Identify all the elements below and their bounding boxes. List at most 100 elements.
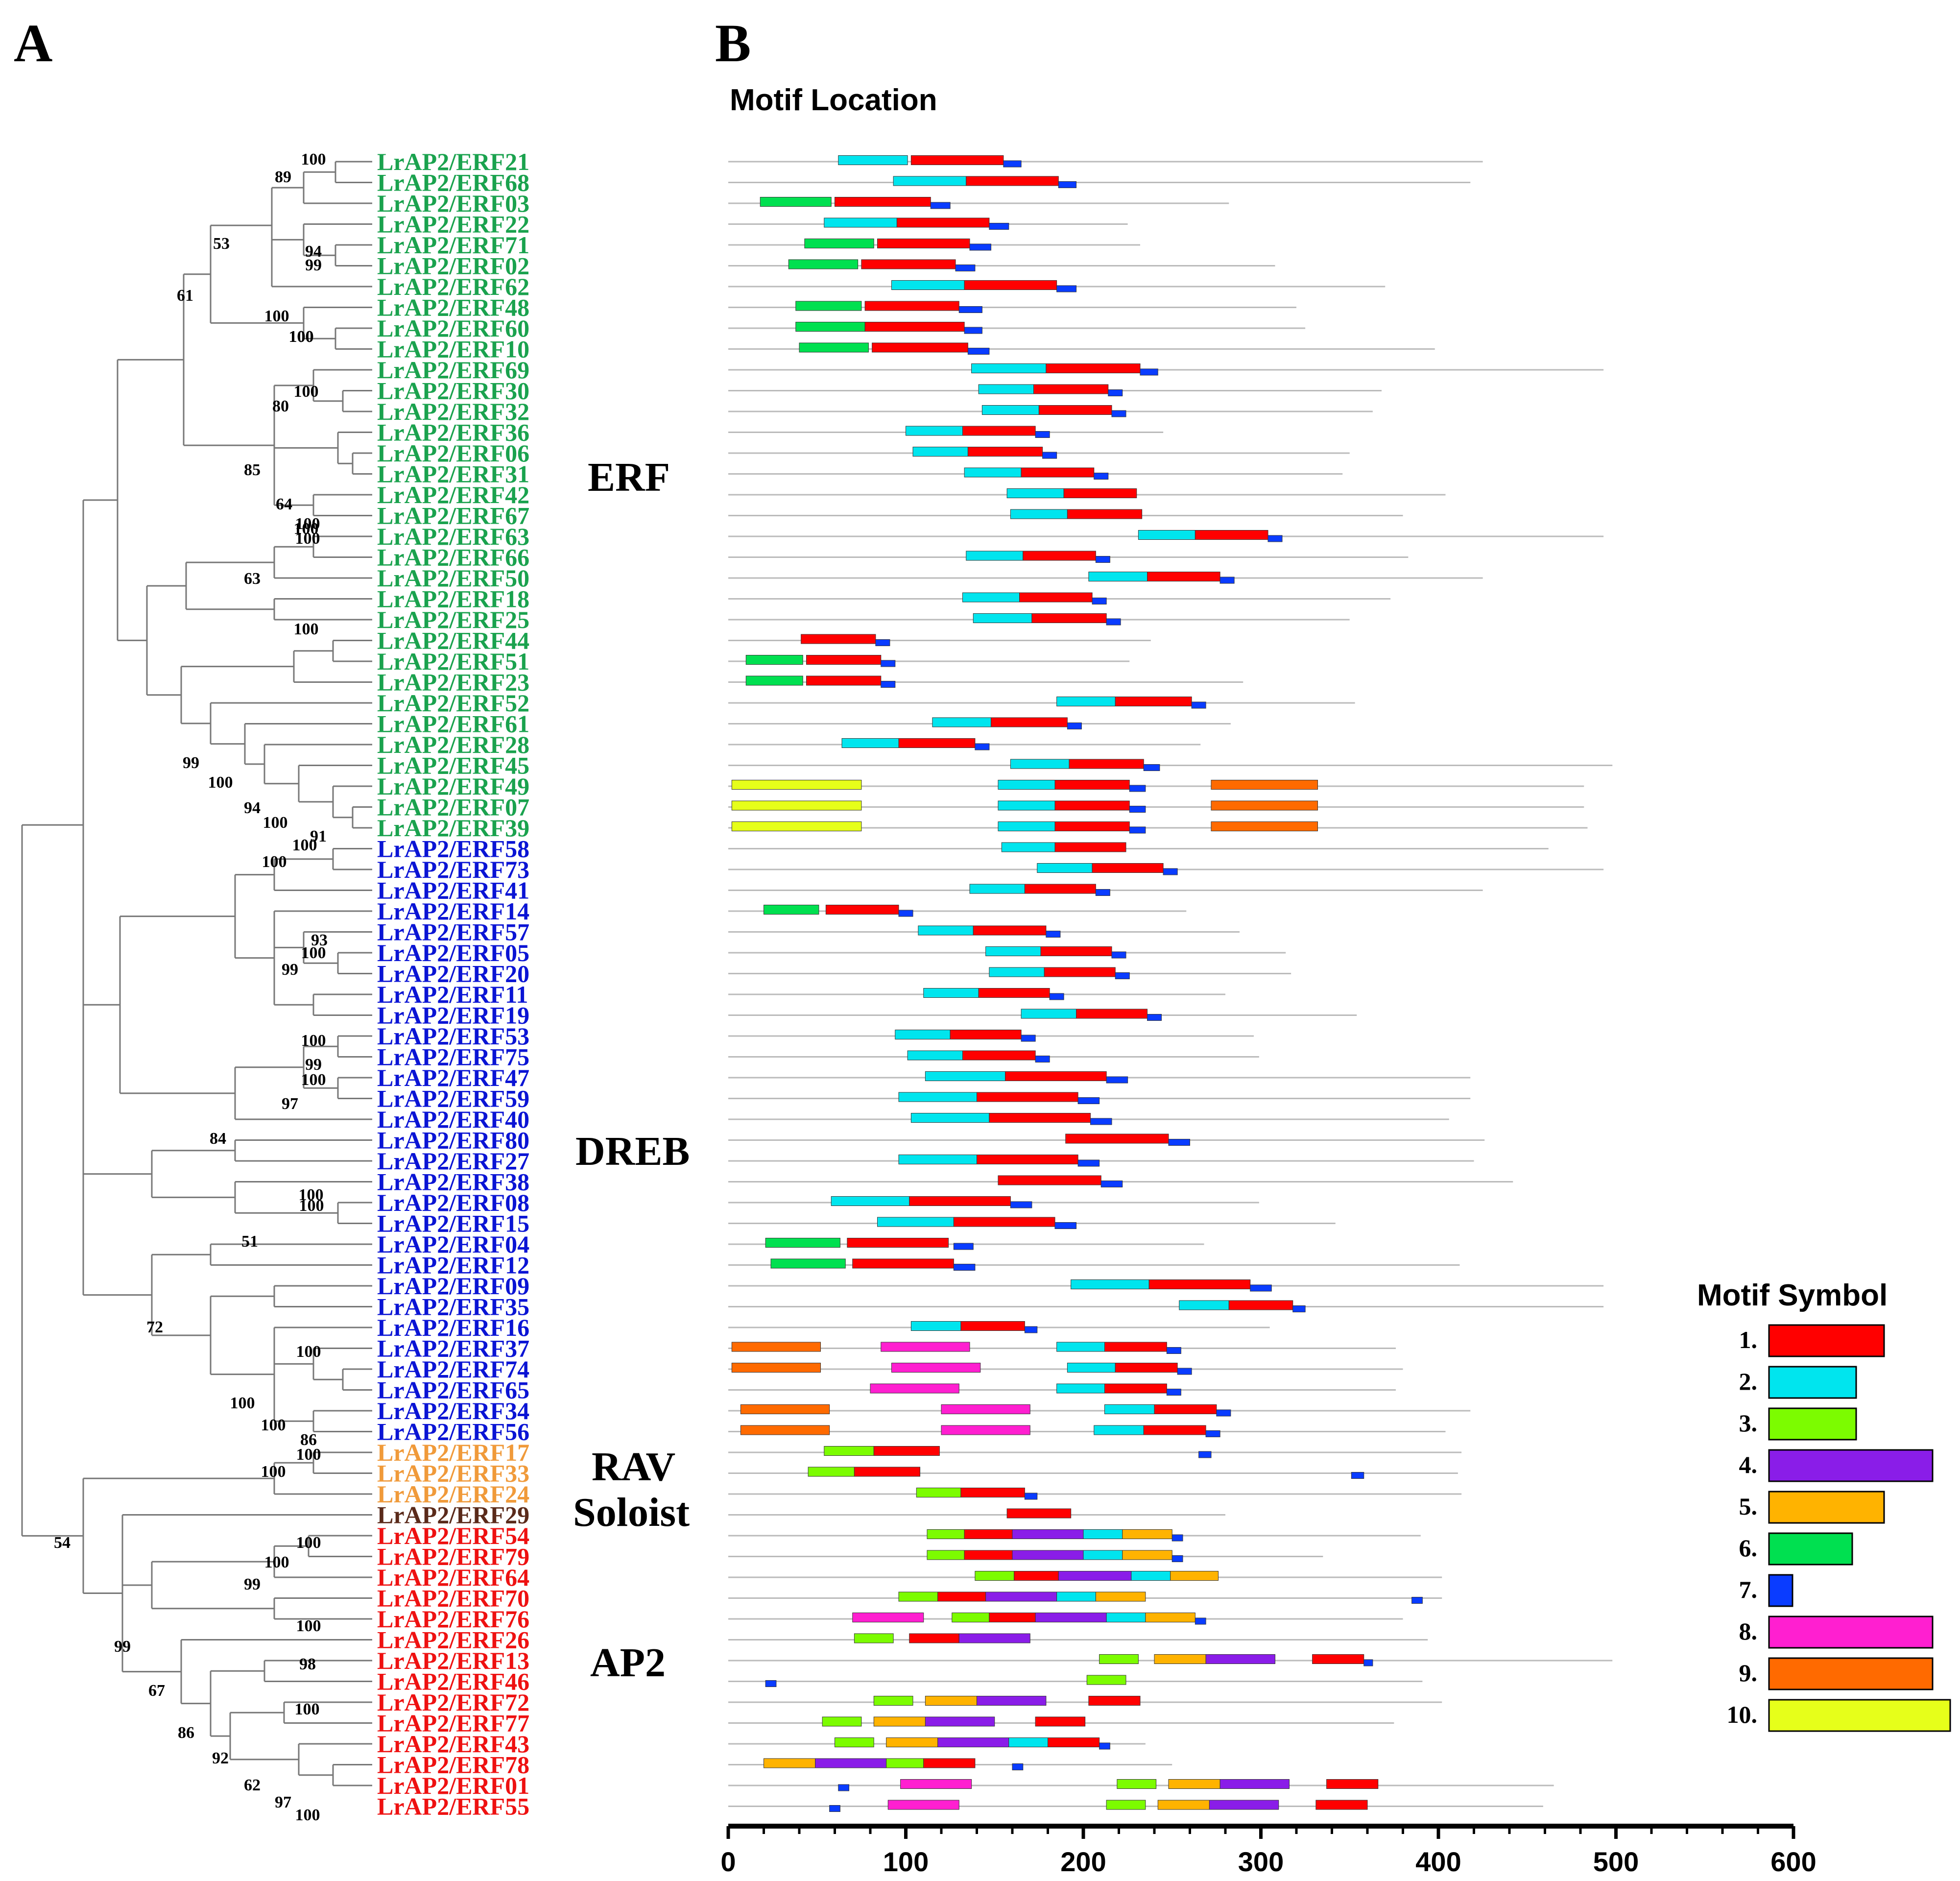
motif-1-box (964, 1529, 1013, 1539)
motif-4-box (1058, 1571, 1132, 1581)
bootstrap-value: 53 (213, 235, 230, 253)
axis-tick-label: 400 (1415, 1846, 1461, 1877)
motif-legend: 1. 2. 3. 4. 5. 6. 7. 8. 9. 10. (1727, 1324, 1951, 1732)
legend-number: 5. (1739, 1493, 1758, 1520)
motif-4-box (937, 1737, 1009, 1747)
bootstrap-value: 85 (244, 461, 261, 479)
protein-label: LrAP2/ERF39 (377, 814, 529, 842)
protein-label: LrAP2/ERF25 (377, 606, 529, 633)
bootstrap-value: 100 (263, 814, 288, 832)
motif-1-box (1063, 488, 1137, 498)
protein-label: LrAP2/ERF35 (377, 1293, 529, 1321)
motif-6-box (799, 342, 869, 353)
protein-label: LrAP2/ERF05 (377, 939, 529, 966)
motif-5-box (1168, 1779, 1220, 1789)
motif-7-box (1198, 1451, 1212, 1458)
motif-7-box (1046, 931, 1061, 938)
protein-label: LrAP2/ERF67 (377, 502, 529, 530)
motif-8-box (881, 1342, 970, 1352)
motif-7-box (1090, 1118, 1112, 1125)
protein-label: LrAP2/ERF30 (377, 377, 529, 405)
bootstrap-value: 64 (276, 495, 292, 513)
motif-1-box (1067, 509, 1143, 519)
motif-1-box (1104, 1342, 1167, 1352)
motif-1-box (937, 1592, 986, 1602)
motif-8-box (941, 1404, 1030, 1414)
protein-label: LrAP2/ERF48 (377, 294, 529, 321)
axis-tick-label: 200 (1060, 1846, 1106, 1877)
bootstrap-value: 100 (299, 1186, 324, 1204)
motif-1-box (973, 925, 1047, 936)
motif-10-box (731, 821, 862, 831)
motif-1-box (1019, 592, 1093, 603)
protein-label: LrAP2/ERF08 (377, 1189, 529, 1216)
motif-7-box (989, 223, 1009, 230)
motif-10-box (731, 800, 862, 811)
protein-label: LrAP2/ERF13 (377, 1647, 529, 1674)
protein-label: LrAP2/ERF36 (377, 419, 529, 446)
protein-label: LrAP2/ERF54 (377, 1522, 529, 1549)
motif-1-box (950, 1030, 1022, 1039)
motif-7-box (881, 660, 896, 667)
motif-2-box (891, 280, 965, 290)
motif-5-box (1157, 1800, 1210, 1810)
motif-4-box (1219, 1779, 1290, 1789)
motif-1-box (1023, 551, 1096, 561)
motif-2-box (895, 1030, 951, 1039)
motif-1-box (1021, 467, 1095, 478)
bootstrap-value: 100 (296, 1534, 321, 1552)
motif-7-box (1171, 1534, 1183, 1542)
bootstrap-value: 94 (244, 799, 261, 817)
protein-label: LrAP2/ERF03 (377, 190, 529, 217)
bootstrap-value: 51 (241, 1232, 258, 1251)
protein-label: LrAP2/ERF49 (377, 772, 529, 800)
motif-7-box (1177, 1368, 1192, 1375)
motif-2-box (1106, 1613, 1146, 1622)
motif-5-box (1122, 1550, 1172, 1560)
motif-3-box (822, 1716, 862, 1727)
protein-label: LrAP2/ERF32 (377, 398, 529, 425)
motif-4-box (925, 1716, 995, 1727)
motif-5-box (1170, 1571, 1219, 1581)
motif-7-box (1168, 1139, 1190, 1146)
bootstrap-value: 99 (305, 256, 322, 274)
motif-1-box (872, 342, 968, 353)
protein-label: LrAP2/ERF10 (377, 336, 529, 363)
motif-2-box (1131, 1571, 1171, 1581)
motif-1-box (960, 1321, 1025, 1331)
axis-tick-label: 100 (883, 1846, 929, 1877)
legend-number: 6. (1739, 1534, 1758, 1562)
motif-2-box (877, 1217, 954, 1227)
motif-5-box (764, 1758, 816, 1768)
motif-1-box (854, 1467, 920, 1477)
motif-7-box (1049, 993, 1064, 1000)
protein-label: LrAP2/ERF50 (377, 564, 529, 592)
motif-3-box (952, 1613, 990, 1622)
clade-label-rav: RAV (592, 1444, 675, 1490)
protein-label: LrAP2/ERF72 (377, 1688, 529, 1716)
legend-motif-4-swatch (1768, 1449, 1934, 1482)
protein-label: LrAP2/ERF58 (377, 835, 529, 863)
motif-5-box (1122, 1529, 1172, 1539)
motif-1-box (1035, 1716, 1086, 1727)
protein-label: LrAP2/ERF37 (377, 1335, 529, 1362)
protein-label: LrAP2/ERF14 (377, 897, 529, 925)
legend-number: 9. (1739, 1659, 1758, 1687)
legend-motif-2-swatch (1768, 1366, 1857, 1399)
bootstrap-value: 100 (301, 150, 326, 169)
motif-1-box (998, 1175, 1101, 1185)
motif-1-box (1104, 1383, 1167, 1394)
legend-number: 7. (1739, 1576, 1758, 1603)
protein-label: LrAP2/ERF80 (377, 1127, 529, 1154)
motif-2-box (841, 738, 899, 748)
protein-label: LrAP2/ERF70 (377, 1585, 529, 1612)
protein-label: LrAP2/ERF52 (377, 689, 529, 717)
motif-1-box (1054, 800, 1130, 811)
motif-4-box (1035, 1613, 1107, 1622)
motif-1-box (825, 905, 899, 915)
motif-1-box (960, 1488, 1025, 1497)
motif-3-box (1106, 1800, 1146, 1810)
motif-7-box (838, 1784, 849, 1791)
motif-7-box (975, 743, 990, 750)
